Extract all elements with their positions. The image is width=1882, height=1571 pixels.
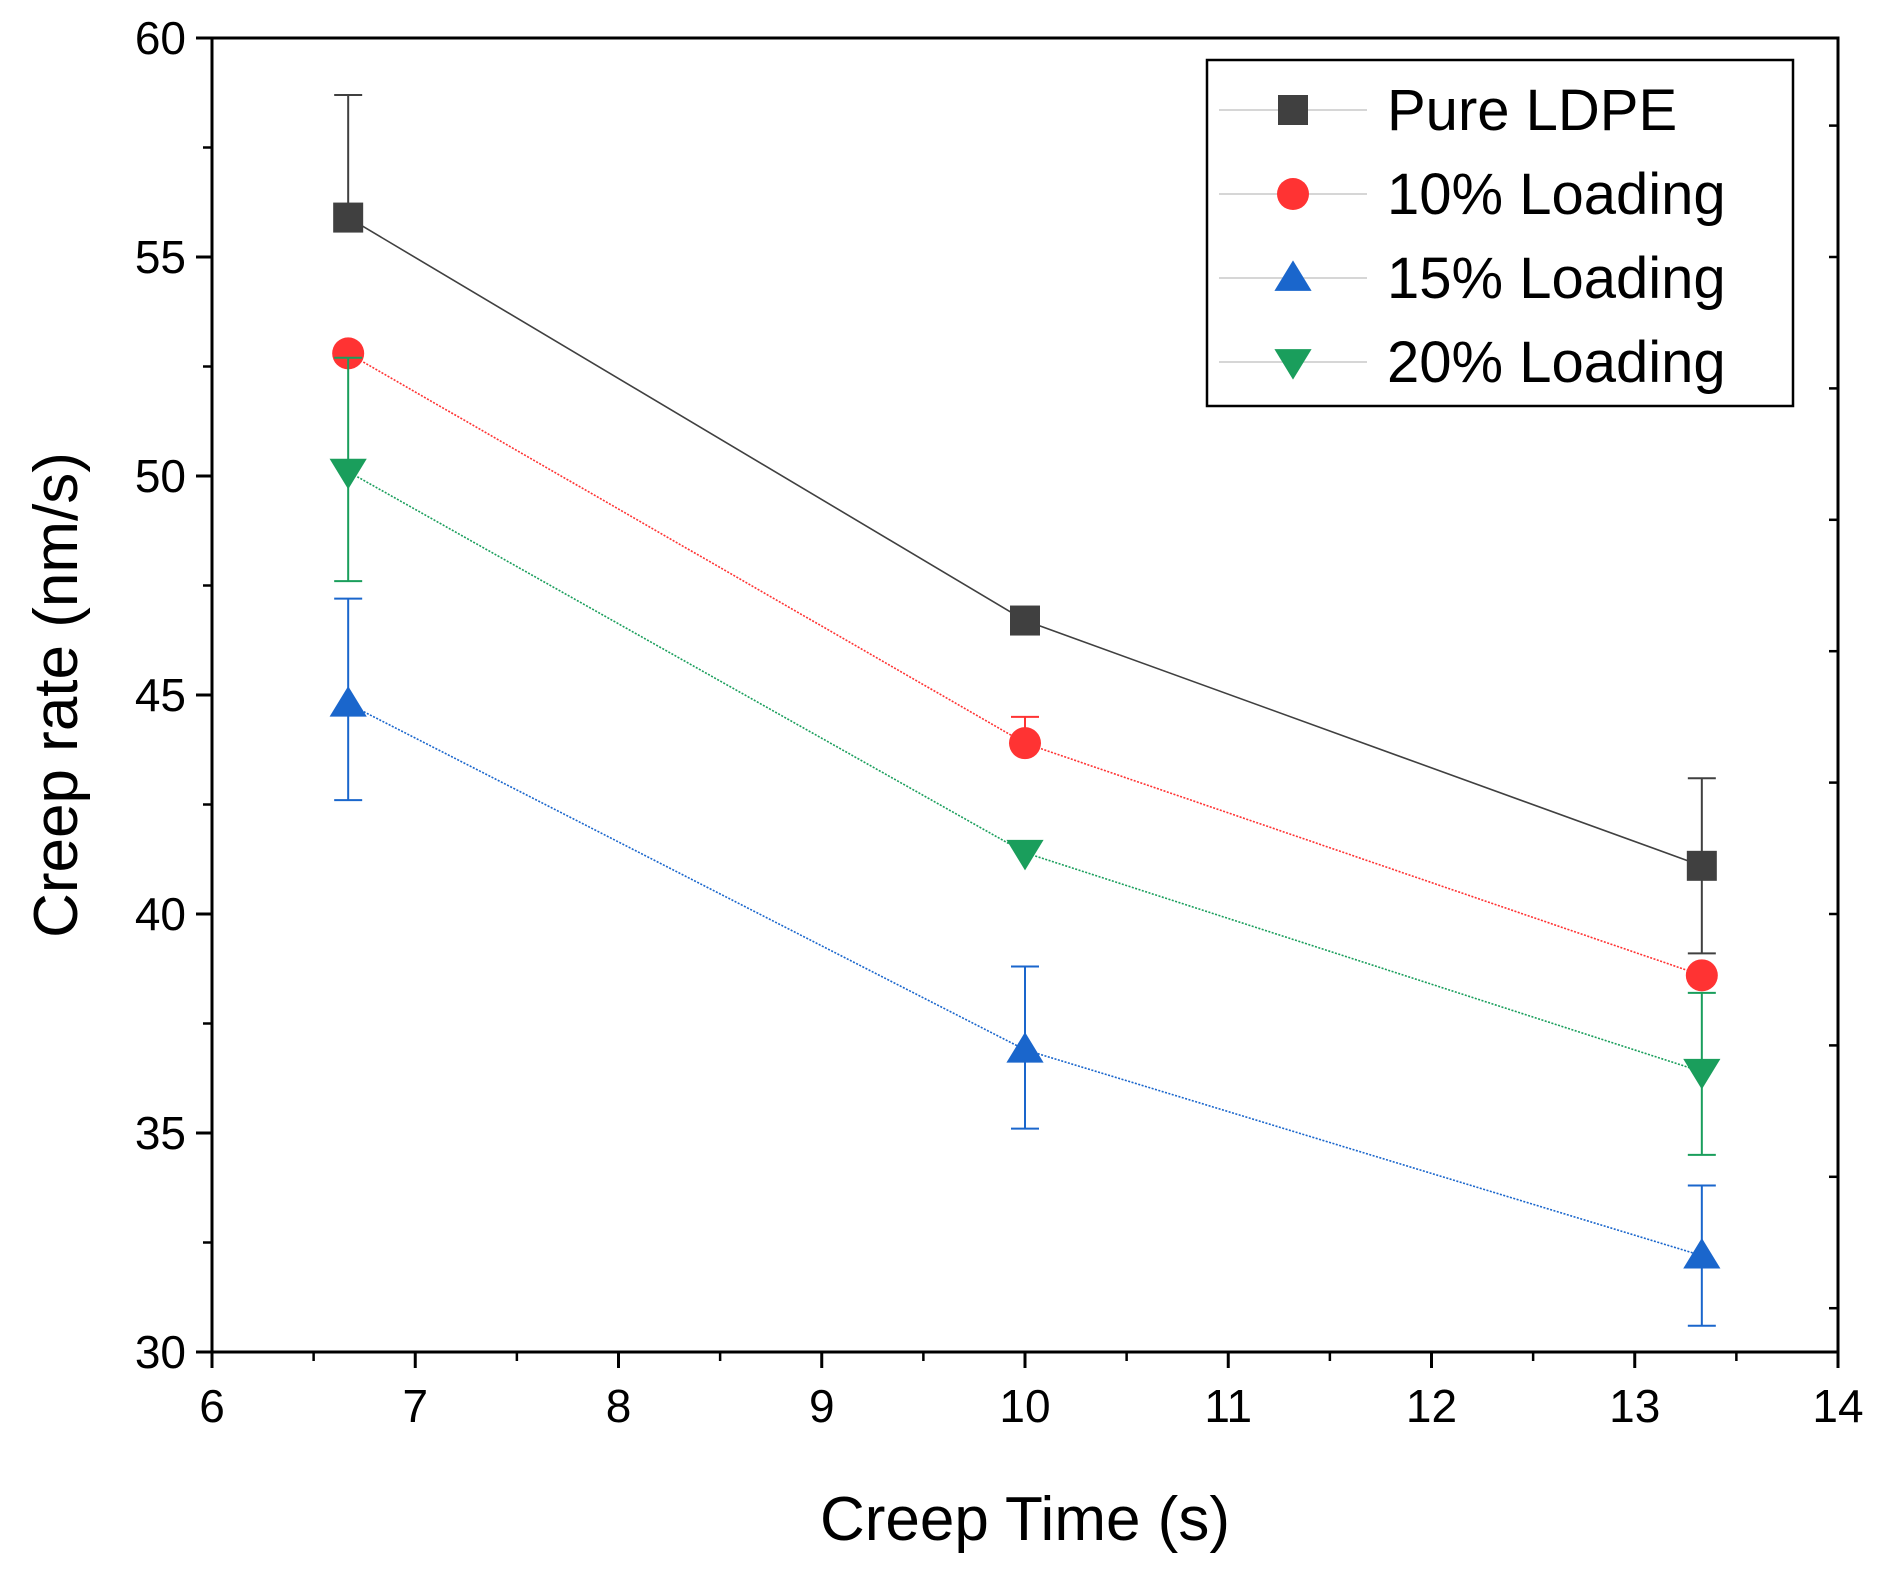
series-10-loading: [332, 337, 1718, 992]
x-tick-label: 9: [809, 1380, 835, 1432]
legend-label: 10% Loading: [1387, 162, 1726, 227]
y-tick-label: 45: [135, 669, 186, 721]
data-point: [1009, 727, 1041, 760]
legend-label: Pure LDPE: [1387, 78, 1677, 143]
series-15-loading: [329, 597, 1721, 1327]
y-tick-label: 60: [135, 12, 186, 64]
x-tick-label: 7: [402, 1380, 428, 1432]
y-tick-label: 35: [135, 1107, 186, 1159]
x-tick-label: 10: [999, 1380, 1050, 1432]
data-point: [1683, 1058, 1721, 1090]
data-point: [1006, 839, 1044, 871]
tick-labels: 6 7 8 9 10 11 12 13 14 30 35 40 45 50 55 60: [135, 12, 1864, 1432]
data-point: [1685, 959, 1718, 992]
y-tick-label: 50: [135, 450, 186, 502]
y-axis-title: Creep rate (nm/s): [22, 452, 91, 938]
series-pure-ldpe: [333, 93, 1717, 955]
legend-marker: [1274, 349, 1312, 380]
data-point: [329, 686, 367, 717]
x-tick-label: 11: [1204, 1380, 1252, 1432]
y-tick-label: 30: [135, 1326, 186, 1378]
legend-marker: [1277, 178, 1309, 210]
x-tick-label: 12: [1406, 1380, 1457, 1432]
legend-marker: [1278, 95, 1308, 125]
data-point: [332, 337, 365, 370]
x-tick-label: 14: [1812, 1380, 1863, 1432]
legend-label: 20% Loading: [1387, 330, 1726, 395]
legend-entry: 10% Loading: [1219, 162, 1726, 227]
x-axis-title: Creep Time (s): [820, 1485, 1230, 1554]
x-tick-label: 8: [606, 1380, 632, 1432]
legend-entry: Pure LDPE: [1219, 78, 1677, 143]
data-point: [329, 458, 367, 490]
legend-marker: [1274, 260, 1312, 291]
data-series: [329, 93, 1721, 1327]
legend-entry: 15% Loading: [1219, 246, 1726, 311]
series-20-loading: [329, 356, 1721, 1156]
data-point: [1006, 1032, 1044, 1063]
legend-label: 15% Loading: [1387, 246, 1726, 311]
series-line: [347, 352, 1703, 977]
x-tick-label: 13: [1609, 1380, 1660, 1432]
data-point: [1686, 850, 1717, 881]
data-point: [333, 202, 364, 233]
x-tick-label: 6: [199, 1380, 225, 1432]
data-point: [1683, 1237, 1721, 1269]
series-line: [347, 470, 1703, 1073]
legend: Pure LDPE 10% Loading 15% Loading 20% Loadi…: [1205, 58, 1795, 408]
y-tick-label: 40: [135, 888, 186, 940]
tick-marks: [196, 36, 1840, 1368]
data-point: [1010, 605, 1040, 636]
y-tick-label: 55: [135, 231, 186, 283]
legend-entry: 20% Loading: [1219, 330, 1726, 395]
